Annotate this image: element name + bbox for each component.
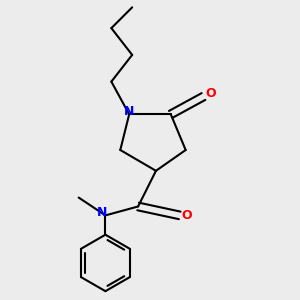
Text: N: N (97, 206, 108, 219)
Text: N: N (124, 105, 134, 118)
Text: O: O (182, 209, 193, 222)
Text: O: O (206, 87, 216, 100)
